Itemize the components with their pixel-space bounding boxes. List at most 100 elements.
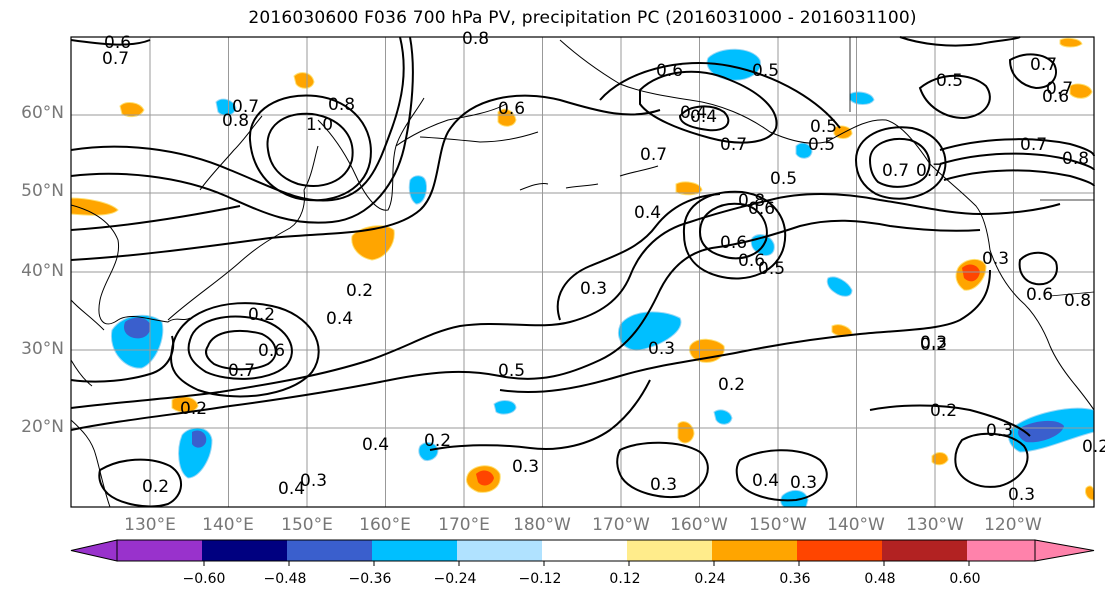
contour-label: 0.4	[634, 203, 661, 223]
contour-label: 0.7	[640, 145, 667, 165]
map-title: 2016030600 F036 700 hPa PV, precipitatio…	[248, 8, 917, 28]
pv-contour	[599, 62, 841, 129]
precip-patch	[1018, 420, 1064, 443]
contour-label: 0.2	[424, 431, 451, 451]
lat-label-60n: 60°N	[21, 103, 64, 123]
pv-contours	[70, 36, 1095, 508]
coastline-kamchatka	[317, 97, 507, 211]
precip-patch	[124, 317, 151, 339]
contour-label: 0.3	[790, 473, 817, 493]
pv-contour	[556, 193, 721, 321]
contour-label: 0.3	[300, 471, 327, 491]
contour-label: 0.5	[810, 117, 837, 137]
contour-label: 0.7	[1046, 79, 1073, 99]
colorbar-tick-label: −0.12	[518, 571, 562, 587]
pv-contour	[205, 329, 277, 371]
pv-contour	[429, 379, 651, 451]
contour-label: 0.6	[720, 233, 747, 253]
contour-label: 0.7	[1030, 55, 1057, 75]
colorbar-tick-label: −0.36	[348, 571, 392, 587]
colorbar-tick-label: −0.60	[182, 571, 226, 587]
contour-label: 0.6	[258, 341, 285, 361]
contour-label: 0.3	[580, 279, 607, 299]
contour-labels: 0.60.70.71.00.80.80.80.6 0.40.70.50.50.50…	[102, 29, 1105, 505]
contour-label: 0.8	[328, 95, 355, 115]
contour-label: 0.3	[512, 457, 539, 477]
contour-label: 0.2	[248, 305, 275, 325]
contour-label: 0.8	[738, 191, 765, 211]
contour-label: 0.6	[656, 61, 683, 81]
contour-label: 0.3	[1008, 485, 1035, 505]
precip-patch	[70, 197, 119, 216]
pv-contour	[939, 138, 1095, 157]
lat-label-50n: 50°N	[21, 181, 64, 201]
contour-label: 0.4	[362, 435, 389, 455]
pv-contour	[70, 205, 241, 231]
contour-label: 0.4	[326, 309, 353, 329]
pv-contour	[70, 193, 1061, 409]
pv-contour	[854, 126, 947, 200]
pv-contour	[616, 441, 709, 498]
precip-patch	[215, 98, 237, 116]
contour-label: 0.6	[738, 251, 765, 271]
contour-label: 0.2	[920, 335, 947, 355]
pv-contour	[918, 74, 991, 120]
contour-label: 0.5	[758, 259, 785, 279]
colorbar-tick-label: 0.36	[779, 571, 811, 587]
coastline-asia	[70, 204, 191, 508]
pv-contour	[1008, 53, 1057, 90]
lon-label-130w: 130°W	[906, 515, 964, 535]
contour-label: 0.3	[920, 333, 947, 353]
contour-label: 0.5	[936, 71, 963, 91]
lon-label-130e: 130°E	[124, 515, 176, 535]
pv-contour	[187, 315, 293, 380]
pv-contour	[869, 404, 1031, 437]
colorbar-tick-label: −0.24	[433, 571, 477, 587]
precip-patch	[795, 142, 813, 159]
pv-contour	[939, 152, 1095, 171]
border-us-mexico	[1049, 291, 1095, 297]
pv-contour	[735, 449, 828, 502]
contour-label: 0.7	[102, 49, 129, 69]
contour-label: 0.7	[232, 97, 259, 117]
contour-label: 0.2	[930, 401, 957, 421]
contour-label: 0.6	[498, 99, 525, 119]
lon-label-170w: 170°W	[592, 515, 650, 535]
precip-patch	[476, 470, 494, 486]
pv-contour	[266, 112, 354, 187]
map-frame	[70, 36, 1095, 508]
contour-label: 0.7	[916, 161, 943, 181]
contour-label: 0.4	[278, 479, 305, 499]
contour-label: 0.3	[986, 421, 1013, 441]
pv-contour	[70, 335, 175, 383]
pv-contour	[1018, 251, 1058, 286]
pv-contour	[70, 39, 151, 46]
graticule	[71, 37, 1094, 507]
contour-label: 0.3	[650, 475, 677, 495]
lon-label-140w: 140°W	[827, 515, 885, 535]
precip-patch	[497, 108, 517, 127]
precip-patch	[1069, 83, 1093, 99]
contour-label: 0.4	[690, 107, 717, 127]
precip-patch	[713, 409, 733, 425]
contour-label: 0.7	[720, 135, 747, 155]
pv-contour	[98, 458, 182, 508]
lon-label-170e: 170°E	[438, 515, 490, 535]
lat-label-30n: 30°N	[21, 339, 64, 359]
precip-patch	[119, 102, 145, 118]
pv-contour	[170, 302, 320, 398]
pv-contour	[70, 219, 981, 431]
lon-label-180w: 180°W	[513, 515, 571, 535]
lon-label-150e: 150°E	[281, 515, 333, 535]
colorbar-tick-label: 0.24	[694, 571, 726, 587]
contour-label: 0.2	[718, 375, 745, 395]
contour-label: 0.7	[228, 361, 255, 381]
lat-label-20n: 20°N	[21, 417, 64, 437]
borders	[849, 37, 1095, 297]
lon-label-160e: 160°E	[359, 515, 411, 535]
colorbar-tick-label: 0.60	[949, 571, 981, 587]
pv-contour	[639, 70, 778, 144]
precip-patch	[192, 430, 207, 448]
contour-label: 0.2	[142, 477, 169, 497]
